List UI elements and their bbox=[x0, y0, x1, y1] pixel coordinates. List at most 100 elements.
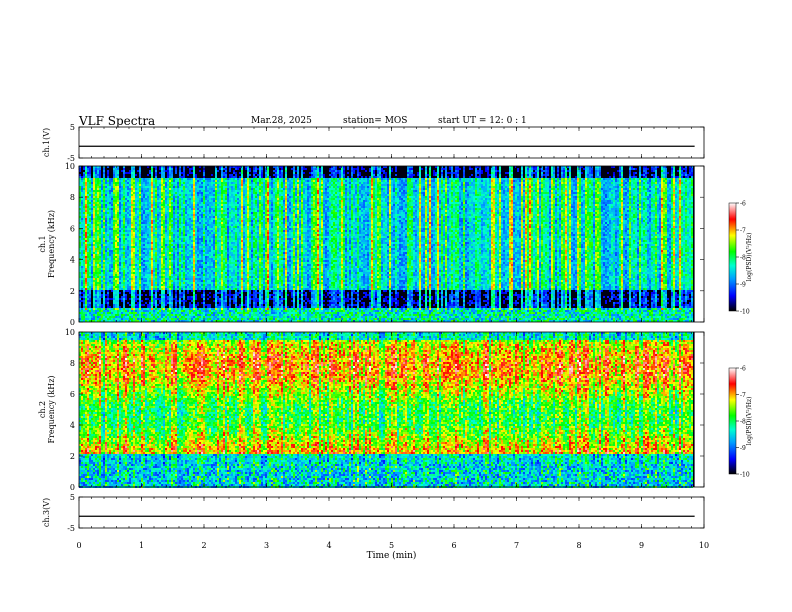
heatmap-cell bbox=[161, 216, 163, 218]
heatmap-cell bbox=[181, 270, 183, 272]
heatmap-cell bbox=[133, 284, 135, 286]
heatmap-cell bbox=[131, 174, 133, 176]
heatmap-cell bbox=[89, 274, 91, 276]
heatmap-cell bbox=[191, 240, 193, 242]
heatmap-cell bbox=[119, 192, 121, 194]
heatmap-cell bbox=[79, 180, 81, 182]
heatmap-cell bbox=[91, 308, 93, 310]
heatmap-cell bbox=[203, 202, 205, 204]
heatmap-cell bbox=[129, 222, 131, 224]
heatmap-cell bbox=[127, 180, 129, 182]
heatmap-cell bbox=[173, 308, 175, 310]
heatmap-cell bbox=[175, 248, 177, 250]
heatmap-cell bbox=[117, 268, 119, 270]
heatmap-cell bbox=[97, 186, 99, 188]
heatmap-cell bbox=[201, 220, 203, 222]
heatmap-cell bbox=[159, 208, 161, 210]
heatmap-cell bbox=[167, 308, 169, 310]
heatmap-cell bbox=[133, 274, 135, 276]
heatmap-cell bbox=[169, 178, 171, 180]
heatmap-cell bbox=[149, 206, 151, 208]
heatmap-cell bbox=[161, 304, 163, 306]
heatmap-cell bbox=[179, 260, 181, 262]
heatmap-cell bbox=[133, 186, 135, 188]
heatmap-cell bbox=[135, 282, 137, 284]
heatmap-cell bbox=[169, 184, 171, 186]
heatmap-cell bbox=[159, 264, 161, 266]
heatmap-cell bbox=[161, 320, 163, 322]
heatmap-cell bbox=[111, 202, 113, 204]
heatmap-cell bbox=[111, 256, 113, 258]
heatmap-cell bbox=[95, 210, 97, 212]
heatmap-cell bbox=[123, 274, 125, 276]
heatmap-cell bbox=[85, 272, 87, 274]
heatmap-cell bbox=[111, 240, 113, 242]
heatmap-cell bbox=[87, 304, 89, 306]
heatmap-cell bbox=[139, 300, 141, 302]
heatmap-cell bbox=[99, 184, 101, 186]
heatmap-cell bbox=[215, 216, 217, 218]
heatmap-cell bbox=[173, 318, 175, 320]
heatmap-cell bbox=[205, 212, 207, 214]
heatmap-cell bbox=[165, 266, 167, 268]
heatmap-cell bbox=[179, 250, 181, 252]
heatmap-cell bbox=[183, 308, 185, 310]
heatmap-cell bbox=[211, 308, 213, 310]
heatmap-cell bbox=[93, 298, 95, 300]
heatmap-cell bbox=[183, 210, 185, 212]
heatmap-cell bbox=[81, 232, 83, 234]
heatmap-cell bbox=[155, 294, 157, 296]
heatmap-cell bbox=[173, 278, 175, 280]
heatmap-cell bbox=[105, 208, 107, 210]
heatmap-cell bbox=[131, 300, 133, 302]
heatmap-cell bbox=[121, 272, 123, 274]
heatmap-cell bbox=[83, 304, 85, 306]
heatmap-cell bbox=[179, 282, 181, 284]
heatmap-cell bbox=[143, 208, 145, 210]
heatmap-cell bbox=[85, 166, 87, 168]
heatmap-cell bbox=[159, 222, 161, 224]
heatmap-cell bbox=[211, 312, 213, 314]
heatmap-cell bbox=[115, 262, 117, 264]
heatmap-cell bbox=[129, 220, 131, 222]
heatmap-cell bbox=[117, 296, 119, 298]
heatmap-cell bbox=[199, 178, 201, 180]
heatmap-cell bbox=[103, 290, 105, 292]
heatmap-cell bbox=[95, 234, 97, 236]
heatmap-cell bbox=[215, 290, 217, 292]
heatmap-cell bbox=[163, 206, 165, 208]
heatmap-cell bbox=[147, 230, 149, 232]
heatmap-cell bbox=[193, 292, 195, 294]
heatmap-cell bbox=[181, 282, 183, 284]
heatmap-cell bbox=[125, 278, 127, 280]
heatmap-cell bbox=[211, 206, 213, 208]
heatmap-cell bbox=[129, 216, 131, 218]
heatmap-cell bbox=[179, 240, 181, 242]
heatmap-cell bbox=[81, 266, 83, 268]
heatmap-cell bbox=[175, 306, 177, 308]
heatmap-cell bbox=[201, 214, 203, 216]
heatmap-cell bbox=[173, 214, 175, 216]
heatmap-cell bbox=[153, 268, 155, 270]
heatmap-cell bbox=[167, 222, 169, 224]
heatmap-cell bbox=[123, 232, 125, 234]
heatmap-cell bbox=[123, 188, 125, 190]
heatmap-cell bbox=[145, 222, 147, 224]
heatmap-cell bbox=[117, 202, 119, 204]
heatmap-cell bbox=[107, 210, 109, 212]
heatmap-cell bbox=[83, 318, 85, 320]
heatmap-cell bbox=[175, 286, 177, 288]
heatmap-cell bbox=[189, 310, 191, 312]
heatmap-cell bbox=[207, 316, 209, 318]
heatmap-cell bbox=[177, 282, 179, 284]
heatmap-cell bbox=[129, 226, 131, 228]
heatmap-cell bbox=[117, 274, 119, 276]
heatmap-cell bbox=[85, 238, 87, 240]
heatmap-cell bbox=[201, 200, 203, 202]
heatmap-cell bbox=[175, 204, 177, 206]
heatmap-cell bbox=[127, 274, 129, 276]
heatmap-cell bbox=[103, 168, 105, 170]
heatmap-cell bbox=[171, 316, 173, 318]
heatmap-cell bbox=[161, 182, 163, 184]
heatmap-cell bbox=[133, 168, 135, 170]
